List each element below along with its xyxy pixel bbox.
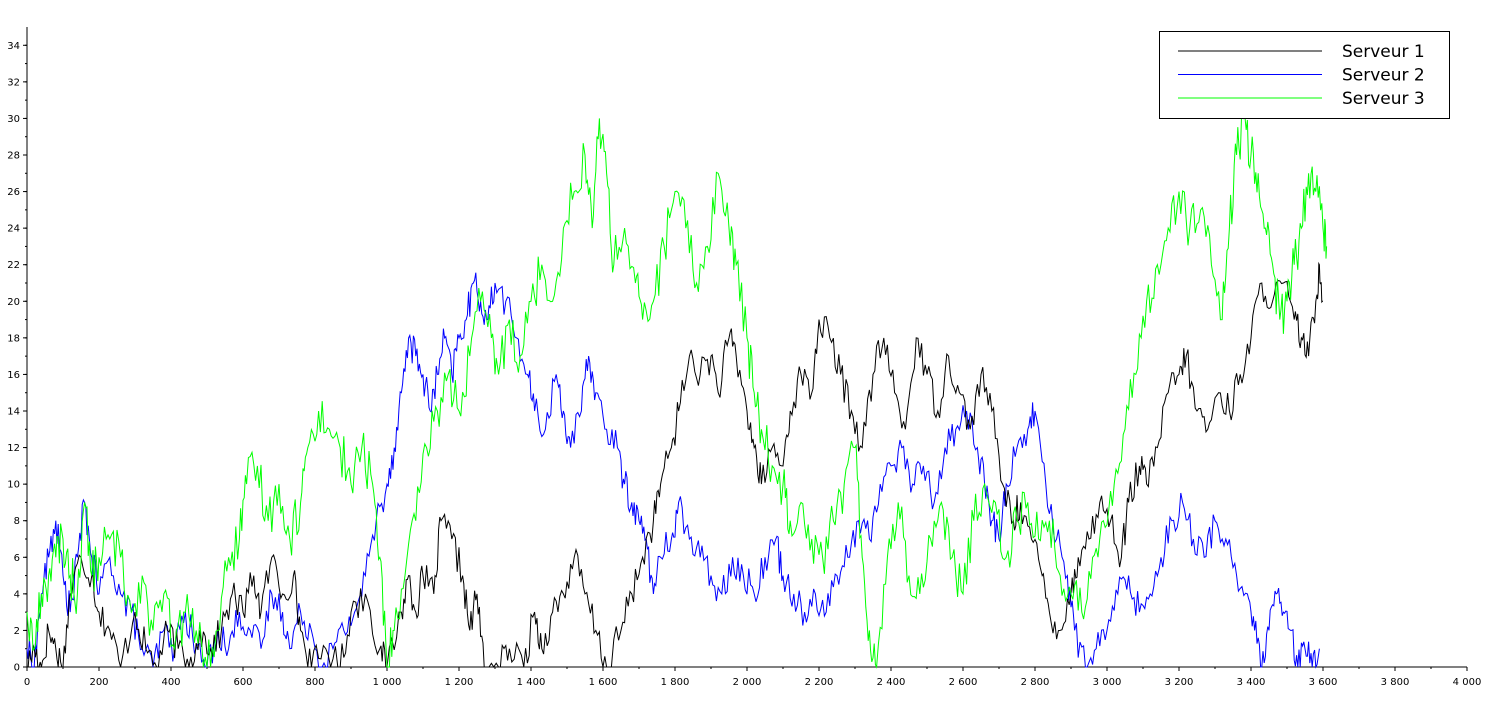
x-tick-label: 2 400 bbox=[877, 677, 906, 688]
x-tick-label: 400 bbox=[161, 677, 180, 688]
x-tick-label: 1 000 bbox=[373, 677, 402, 688]
y-tick-label: 24 bbox=[7, 224, 20, 235]
y-tick-label: 2 bbox=[14, 626, 20, 637]
x-tick-label: 3 600 bbox=[1309, 677, 1338, 688]
x-tick-label: 1 600 bbox=[589, 677, 618, 688]
y-tick-label: 20 bbox=[7, 297, 20, 308]
y-tick-label: 22 bbox=[7, 260, 20, 271]
y-tick-label: 26 bbox=[7, 187, 20, 198]
x-tick-label: 3 800 bbox=[1381, 677, 1410, 688]
x-tick-label: 2 600 bbox=[949, 677, 978, 688]
x-tick-label: 200 bbox=[89, 677, 108, 688]
x-tick-label: 2 200 bbox=[805, 677, 834, 688]
y-tick-label: 30 bbox=[7, 114, 20, 125]
y-tick-label: 18 bbox=[7, 333, 20, 344]
x-tick-label: 1 400 bbox=[517, 677, 546, 688]
x-tick-label: 2 800 bbox=[1021, 677, 1050, 688]
x-tick-label: 800 bbox=[305, 677, 324, 688]
legend-label-3: Serveur 3 bbox=[1342, 89, 1425, 109]
x-tick-label: 0 bbox=[24, 677, 30, 688]
x-tick-label: 2 000 bbox=[733, 677, 762, 688]
series-line-3 bbox=[26, 101, 1328, 669]
y-tick-label: 6 bbox=[14, 553, 20, 564]
axes: 0 200 400 600 800 1 000 1 200 1 400 1 600 1 800 2 … bbox=[7, 27, 1481, 688]
y-tick-label: 34 bbox=[7, 41, 20, 52]
y-tick-label: 16 bbox=[7, 370, 20, 381]
y-tick-label: 32 bbox=[7, 77, 20, 88]
series-line-1 bbox=[27, 261, 1324, 668]
x-tick-label: 3 200 bbox=[1165, 677, 1194, 688]
legend-label-2: Serveur 2 bbox=[1342, 66, 1425, 86]
y-tick-label: 14 bbox=[7, 407, 20, 418]
x-tick-label: 1 200 bbox=[445, 677, 474, 688]
y-tick-label: 8 bbox=[14, 516, 20, 527]
y-tick-label: 10 bbox=[7, 480, 20, 491]
x-tick-label: 4 000 bbox=[1453, 677, 1482, 688]
series-layer bbox=[26, 101, 1328, 669]
x-tick-label: 1 800 bbox=[661, 677, 690, 688]
legend: Serveur 1 Serveur 2 Serveur 3 bbox=[1159, 31, 1450, 119]
x-tick-label: 600 bbox=[233, 677, 252, 688]
y-tick-label: 28 bbox=[7, 151, 20, 162]
legend-label-1: Serveur 1 bbox=[1342, 42, 1425, 62]
x-tick-label: 3 000 bbox=[1093, 677, 1122, 688]
x-tick-label: 3 400 bbox=[1237, 677, 1266, 688]
y-tick-label: 12 bbox=[7, 443, 20, 454]
y-tick-label: 4 bbox=[14, 589, 20, 600]
y-tick-label: 0 bbox=[14, 663, 20, 674]
